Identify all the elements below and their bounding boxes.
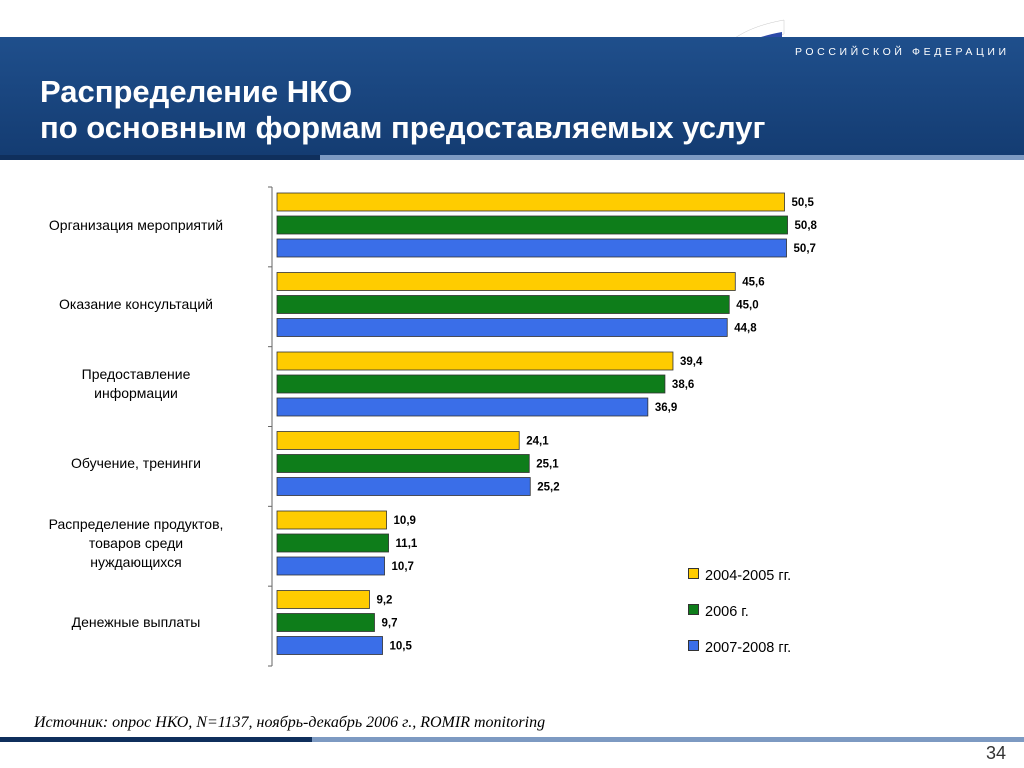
header-divider-light	[320, 155, 1024, 160]
footer-divider-dark	[0, 737, 312, 742]
category-label-line: информации	[94, 385, 178, 401]
legend-item: 2006 г.	[688, 604, 749, 620]
logo-background	[784, 0, 1024, 37]
org-name-line2: РОССИЙСКОЙ ФЕДЕРАЦИИ	[795, 46, 1010, 58]
bar	[276, 431, 520, 450]
legend-item: 2004-2005 гг.	[688, 568, 791, 584]
bar	[276, 533, 389, 553]
legend-label: 2006 г.	[705, 604, 749, 620]
header-divider	[0, 155, 320, 160]
data-label: 10,9	[394, 515, 416, 527]
page-title: Распределение НКО по основным формам пре…	[40, 74, 765, 146]
data-label: 10,5	[390, 641, 413, 653]
category-label-line: Предоставление	[81, 366, 191, 382]
bar	[276, 590, 370, 609]
data-label: 50,5	[792, 197, 815, 209]
category-label: Денежные выплаты	[6, 613, 266, 632]
bar	[276, 613, 375, 632]
legend-label: 2007-2008 гг.	[705, 640, 792, 656]
data-label: 50,7	[794, 243, 816, 255]
data-label: 25,1	[536, 459, 559, 471]
data-label: 44,8	[734, 323, 757, 335]
bar	[276, 636, 383, 655]
data-label: 10,7	[392, 561, 414, 573]
legend-swatch	[688, 568, 699, 579]
category-label-line: Денежные выплаты	[71, 614, 201, 630]
footer-divider	[0, 737, 1024, 742]
page-number: 34	[985, 743, 1006, 763]
data-label: 9,2	[376, 595, 392, 607]
bar	[276, 510, 387, 530]
org-name-line1: ОБЩЕСТВЕННАЯ ПАЛАТА	[795, 21, 1002, 33]
category-label: Организация мероприятий	[6, 216, 266, 235]
bar	[276, 556, 385, 576]
bar	[276, 272, 736, 291]
title-line2: по основным формам предоставляемых услуг	[40, 110, 766, 145]
category-label-line: Распределение продуктов,	[48, 515, 224, 532]
title-line1: Распределение НКО	[40, 74, 353, 109]
data-label: 39,4	[680, 356, 703, 368]
legend-swatch	[688, 604, 699, 615]
bar	[276, 454, 530, 473]
category-label: Обучение, тренинги	[6, 454, 266, 473]
bar	[276, 295, 730, 314]
data-label: 9,7	[381, 618, 397, 630]
bar	[276, 192, 785, 212]
category-label: Предоставление информации	[6, 365, 266, 403]
category-label-line: товаров среди	[88, 534, 184, 551]
legend-item: 2007-2008 гг.	[688, 640, 791, 656]
header-banner	[0, 37, 1024, 155]
category-label: Оказание консультаций	[6, 295, 266, 314]
data-label: 11,1	[396, 538, 418, 550]
category-label-line: нуждающихся	[90, 553, 182, 570]
legend-swatch	[688, 640, 699, 651]
bar	[276, 215, 788, 235]
data-label: 36,9	[655, 402, 677, 414]
data-label: 50,8	[795, 220, 818, 232]
bar	[276, 477, 531, 496]
bar	[276, 318, 728, 337]
category-label: Распределение продуктов, товаров среди нуж…	[6, 515, 266, 572]
category-label-line: Организация мероприятий	[48, 216, 224, 233]
data-label: 25,2	[537, 482, 559, 494]
data-label: 45,6	[742, 277, 764, 289]
bar	[276, 374, 666, 394]
data-label: 38,6	[672, 379, 694, 391]
bar	[276, 397, 649, 417]
category-label-line: Оказание консультаций	[59, 296, 213, 312]
data-label: 45,0	[736, 300, 758, 312]
source-note: Источник: опрос НКО, N=1137, ноябрь-дека…	[34, 714, 546, 731]
category-label-line: Обучение, тренинги	[71, 455, 201, 471]
bar	[276, 238, 787, 258]
data-label: 24,1	[526, 436, 549, 448]
legend-label: 2004-2005 гг.	[705, 568, 792, 584]
bar	[276, 351, 674, 371]
